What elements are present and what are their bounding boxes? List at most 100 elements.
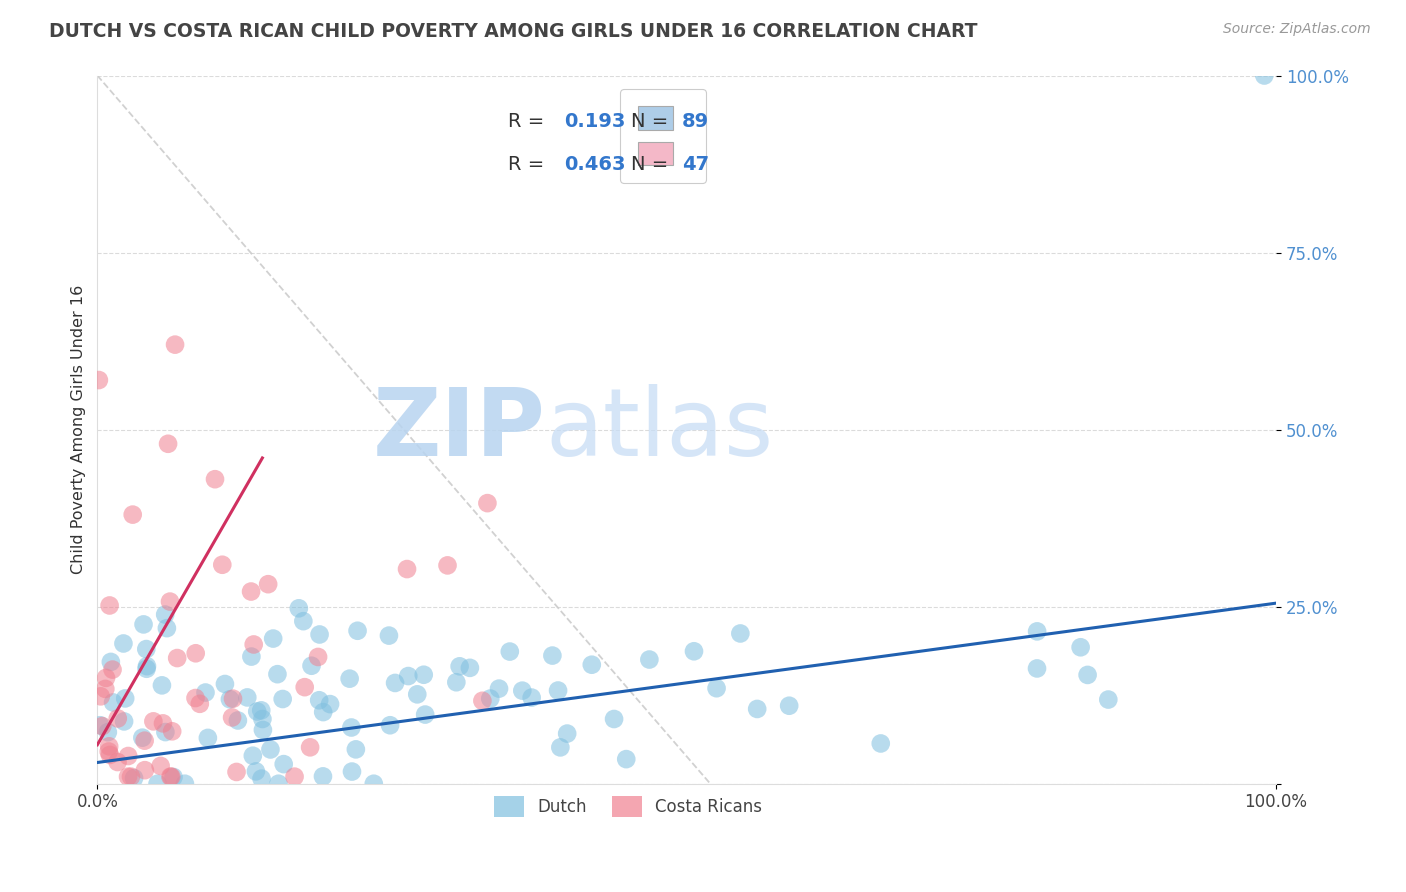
Text: 0.463: 0.463 xyxy=(564,154,626,174)
Point xyxy=(510,683,533,698)
Point xyxy=(97,745,120,759)
Point xyxy=(101,663,124,677)
Text: R =: R = xyxy=(508,154,550,174)
Point xyxy=(152,716,174,731)
Point xyxy=(162,770,184,784)
Text: ZIP: ZIP xyxy=(373,384,546,475)
Point xyxy=(581,657,603,672)
Point xyxy=(156,621,179,635)
Point xyxy=(869,736,891,750)
Point xyxy=(339,672,361,686)
Point xyxy=(288,601,311,615)
Point xyxy=(547,683,569,698)
Point xyxy=(221,710,243,724)
Point xyxy=(446,675,468,690)
Point xyxy=(135,662,157,676)
Point xyxy=(225,764,247,779)
Point xyxy=(159,770,181,784)
Point xyxy=(550,740,572,755)
Point xyxy=(100,655,122,669)
Point xyxy=(378,718,401,732)
Point xyxy=(346,624,368,638)
Point xyxy=(197,731,219,745)
Point xyxy=(406,687,429,701)
Text: DUTCH VS COSTA RICAN CHILD POVERTY AMONG GIRLS UNDER 16 CORRELATION CHART: DUTCH VS COSTA RICAN CHILD POVERTY AMONG… xyxy=(49,22,977,41)
Point xyxy=(308,693,330,707)
Point xyxy=(307,649,329,664)
Point xyxy=(142,714,165,729)
Point xyxy=(184,691,207,706)
Legend: Dutch, Costa Ricans: Dutch, Costa Ricans xyxy=(485,788,770,825)
Point xyxy=(117,770,139,784)
Point xyxy=(174,777,197,791)
Point xyxy=(222,691,245,706)
Point xyxy=(101,695,124,709)
Point xyxy=(160,770,183,784)
Point xyxy=(240,649,263,664)
Point xyxy=(458,661,481,675)
Point xyxy=(252,712,274,726)
Point xyxy=(363,777,385,791)
Point xyxy=(436,558,458,573)
Text: 0.193: 0.193 xyxy=(564,112,626,131)
Point xyxy=(747,702,769,716)
Point xyxy=(730,626,752,640)
Point xyxy=(160,724,183,739)
Point xyxy=(252,723,274,737)
Point xyxy=(194,685,217,699)
Point xyxy=(236,690,259,705)
Point xyxy=(479,691,502,706)
Point xyxy=(240,584,263,599)
Point xyxy=(112,714,135,729)
Point xyxy=(98,747,121,762)
Point xyxy=(131,731,153,745)
Text: 47: 47 xyxy=(682,154,709,174)
Point xyxy=(159,594,181,608)
Point xyxy=(134,733,156,747)
Point xyxy=(312,769,335,783)
Text: R =: R = xyxy=(508,112,550,131)
Point xyxy=(89,718,111,732)
Point xyxy=(114,691,136,706)
Point xyxy=(257,577,280,591)
Point xyxy=(1253,69,1275,83)
Point xyxy=(97,725,120,739)
Point xyxy=(188,697,211,711)
Point xyxy=(121,508,143,522)
Point xyxy=(107,711,129,725)
Point xyxy=(117,749,139,764)
Point xyxy=(259,742,281,756)
Point xyxy=(271,692,294,706)
Point xyxy=(284,770,307,784)
Point xyxy=(246,705,269,719)
Point xyxy=(412,667,434,681)
Point xyxy=(706,681,728,696)
Point xyxy=(294,680,316,694)
Point xyxy=(219,692,242,706)
Point xyxy=(226,714,249,728)
Point xyxy=(184,646,207,660)
Point xyxy=(107,755,129,769)
Point xyxy=(299,740,322,755)
Point xyxy=(132,617,155,632)
Point xyxy=(1026,661,1049,675)
Point xyxy=(683,644,706,658)
Point xyxy=(204,472,226,486)
Point xyxy=(150,678,173,692)
Point xyxy=(94,671,117,685)
Point xyxy=(112,636,135,650)
Point xyxy=(90,690,112,704)
Point xyxy=(1077,668,1099,682)
Text: N =: N = xyxy=(631,112,675,131)
Point xyxy=(308,627,330,641)
Point xyxy=(134,763,156,777)
Point xyxy=(153,607,176,622)
Point xyxy=(449,659,471,673)
Point xyxy=(1070,640,1092,655)
Point xyxy=(120,770,142,784)
Point xyxy=(344,742,367,756)
Point xyxy=(135,642,157,657)
Point xyxy=(136,659,159,673)
Point xyxy=(340,721,363,735)
Point xyxy=(312,705,335,719)
